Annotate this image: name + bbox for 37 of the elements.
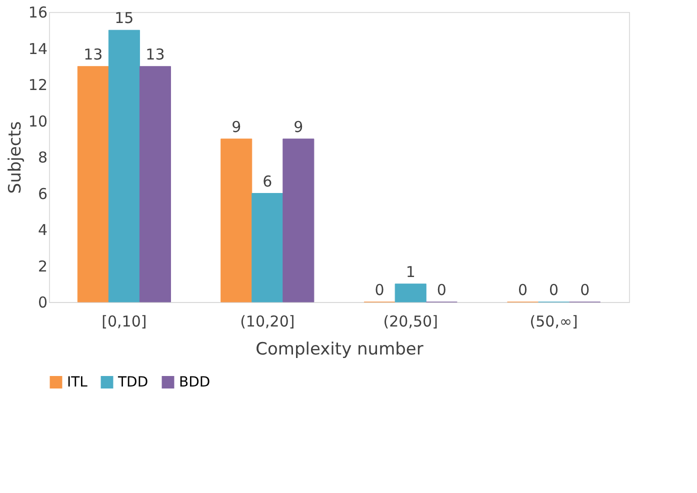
y-tick-label: 6 — [38, 184, 48, 203]
data-label: 9 — [232, 118, 242, 136]
y-tick-label: 8 — [38, 148, 48, 166]
data-label: 0 — [436, 281, 446, 299]
bar — [139, 66, 171, 302]
bar — [252, 193, 284, 302]
bar — [220, 138, 252, 302]
y-tick-label: 16 — [28, 4, 48, 22]
y-tick-label: 2 — [38, 257, 48, 276]
x-tick-label: (10,20] — [240, 312, 295, 330]
data-label: 15 — [114, 9, 134, 28]
data-label: 9 — [294, 118, 304, 136]
x-tick-label: (20,50] — [383, 312, 438, 330]
bar — [108, 30, 140, 302]
y-tick-label: 12 — [28, 76, 48, 94]
data-label: 0 — [374, 281, 384, 299]
x-tick-label: (50,∞] — [530, 312, 578, 330]
data-label: 6 — [262, 172, 272, 190]
y-tick-label: 10 — [28, 112, 48, 130]
bar — [77, 66, 109, 302]
data-label: 13 — [84, 45, 103, 64]
data-label: 0 — [580, 281, 590, 299]
bar — [282, 138, 314, 302]
y-tick-label: 4 — [38, 221, 48, 239]
y-tick-label: 14 — [28, 40, 48, 58]
legend-label: BDD — [179, 374, 210, 390]
y-tick-label: 0 — [38, 294, 48, 312]
y-axis-title: Subjects — [5, 121, 26, 194]
legend-label: ITL — [67, 374, 88, 390]
bar — [394, 284, 426, 302]
x-tick-label: [0,10] — [102, 312, 147, 330]
x-axis-title: Complexity number — [256, 340, 424, 360]
legend-label: TDD — [117, 374, 148, 390]
data-label: 13 — [146, 45, 165, 64]
data-label: 0 — [518, 281, 528, 299]
data-label: 1 — [406, 262, 416, 281]
data-label: 0 — [549, 281, 559, 299]
